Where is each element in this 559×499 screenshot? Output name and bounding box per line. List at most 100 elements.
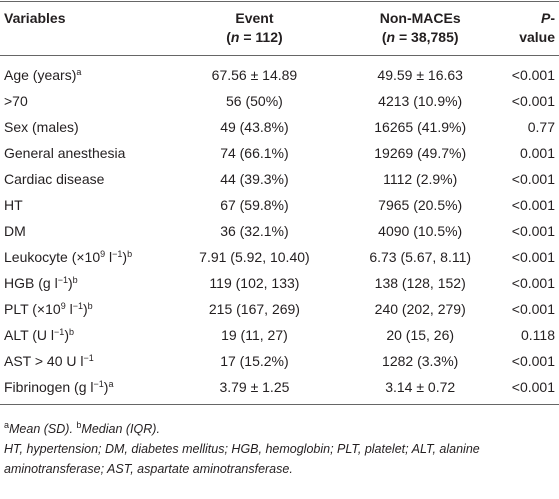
table-row: Cardiac disease 44 (39.3%) 1112 (2.9%) <0.0… (0, 166, 559, 192)
text: Non-MACEs (379, 10, 461, 26)
text: 67.56 ± 14.89 (211, 67, 298, 83)
row-label: DM (0, 218, 176, 244)
cell: <0.001 (508, 244, 559, 270)
text: 67 (59.8%) (220, 197, 289, 213)
text: Variables (4, 10, 66, 26)
row-label: HGB (g l−1)b (0, 270, 176, 296)
cell: 67.56 ± 14.89 (176, 56, 332, 89)
row-label: General anesthesia (0, 140, 176, 166)
cell: <0.001 (508, 166, 559, 192)
text: 215 (167, 269) (208, 301, 300, 317)
table-body: Age (years)a 67.56 ± 14.89 49.59 ± 16.63 <0… (0, 56, 559, 405)
text: 0.001 (519, 145, 555, 161)
row-label: AST > 40 U l−1 (0, 348, 176, 374)
cell: <0.001 (508, 374, 559, 405)
cell: 56 (50%) (176, 88, 332, 114)
superscript: −1 (72, 301, 83, 311)
text: <0.001 (511, 301, 555, 317)
cell: <0.001 (508, 270, 559, 296)
superscript: a (76, 67, 82, 77)
column-header: Variables (0, 2, 176, 56)
superscript: 9 (100, 249, 106, 259)
table-row: AST > 40 U l−1 17 (15.2%) 1282 (3.3%) <0.00… (0, 348, 559, 374)
text: AST > 40 U l (4, 353, 84, 369)
cell: 4090 (10.5%) (333, 218, 508, 244)
row-label: ALT (U l−1)b (0, 322, 176, 348)
cell: 20 (15, 26) (333, 322, 508, 348)
text: ) (64, 327, 69, 343)
text: 7965 (20.5%) (378, 197, 463, 213)
column-header: P-value (508, 2, 559, 56)
cell: 36 (32.1%) (176, 218, 332, 244)
text: <0.001 (511, 67, 555, 83)
row-label: Cardiac disease (0, 166, 176, 192)
text: HT (4, 197, 23, 213)
text: ( (226, 29, 231, 45)
text: Sex (males) (4, 119, 79, 135)
row-label: Leukocyte (×109 l−1)b (0, 244, 176, 270)
cell: <0.001 (508, 218, 559, 244)
text: 44 (39.3%) (220, 171, 289, 187)
cell: 1112 (2.9%) (333, 166, 508, 192)
text: ) (82, 301, 88, 317)
text: 36 (32.1%) (220, 223, 289, 239)
text: Leukocyte (×10 (4, 249, 101, 265)
text: l (65, 301, 73, 317)
text: 19269 (49.7%) (374, 145, 467, 161)
data-table: Variables Event (n = 112) Non-MACEs (n = 38,… (0, 1, 559, 405)
cell: 7965 (20.5%) (333, 192, 508, 218)
text: <0.001 (511, 353, 555, 369)
text: 0.77 (527, 119, 555, 135)
text: <0.001 (511, 197, 555, 213)
text: <0.001 (511, 379, 555, 395)
italic-text: n (386, 29, 396, 45)
italic-text: Median (IQR). (81, 422, 160, 436)
text: 4213 (10.9%) (378, 93, 463, 109)
text: 19 (11, 27) (221, 327, 288, 343)
row-label: PLT (×109 l−1)b (0, 296, 176, 322)
text: 17 (15.2%) (220, 353, 289, 369)
table-row: General anesthesia 74 (66.1%) 19269 (49.7%… (0, 140, 559, 166)
table-row: PLT (×109 l−1)b 215 (167, 269) 240 (202, 2… (0, 296, 559, 322)
cell: 138 (128, 152) (333, 270, 508, 296)
text: <0.001 (511, 93, 555, 109)
text: <0.001 (511, 249, 555, 265)
row-label: Sex (males) (0, 114, 176, 140)
footnote: aMean (SD). bMedian (IQR). (4, 419, 555, 439)
text: 49.59 ± 16.63 (377, 67, 463, 83)
text: DM (4, 223, 26, 239)
cell: 19269 (49.7%) (333, 140, 508, 166)
text: ) (122, 249, 128, 265)
cell: 49.59 ± 16.63 (333, 56, 508, 89)
italic-text: Mean (SD). (9, 422, 77, 436)
text: l (105, 249, 113, 265)
row-label: Fibrinogen (g l−1)a (0, 374, 176, 405)
superscript: a (108, 379, 114, 389)
cell: <0.001 (508, 56, 559, 89)
cell: 0.77 (508, 114, 559, 140)
text: 20 (15, 26) (386, 327, 455, 343)
text: ( (381, 29, 387, 45)
table-row: Sex (males) 49 (43.8%) 16265 (41.9%) 0.77 (0, 114, 559, 140)
column-header: Event (n = 112) (176, 2, 332, 56)
cell: <0.001 (508, 88, 559, 114)
text: ALT (U l (4, 327, 55, 343)
cell: 16265 (41.9%) (333, 114, 508, 140)
cell: 6.73 (5.67, 8.11) (333, 244, 508, 270)
text: = 112) (239, 29, 283, 45)
text: 16265 (41.9%) (374, 119, 467, 135)
table-row: Age (years)a 67.56 ± 14.89 49.59 ± 16.63 <0… (0, 56, 559, 89)
superscript: −1 (112, 249, 123, 259)
table-header: Variables Event (n = 112) Non-MACEs (n = 38,… (0, 1, 559, 56)
table-row: DM 36 (32.1%) 4090 (10.5%) <0.001 (0, 218, 559, 244)
text: 1282 (3.3%) (382, 353, 459, 369)
cell: 215 (167, 269) (176, 296, 332, 322)
text: 1112 (2.9%) (383, 171, 458, 187)
text: 7.91 (5.92, 10.40) (199, 249, 310, 265)
superscript: a (4, 420, 10, 430)
text: Age (years) (4, 67, 77, 83)
text: 138 (128, 152) (374, 275, 466, 291)
column-header: Non-MACEs (n = 38,785) (333, 2, 508, 56)
text: Cardiac disease (4, 171, 105, 187)
